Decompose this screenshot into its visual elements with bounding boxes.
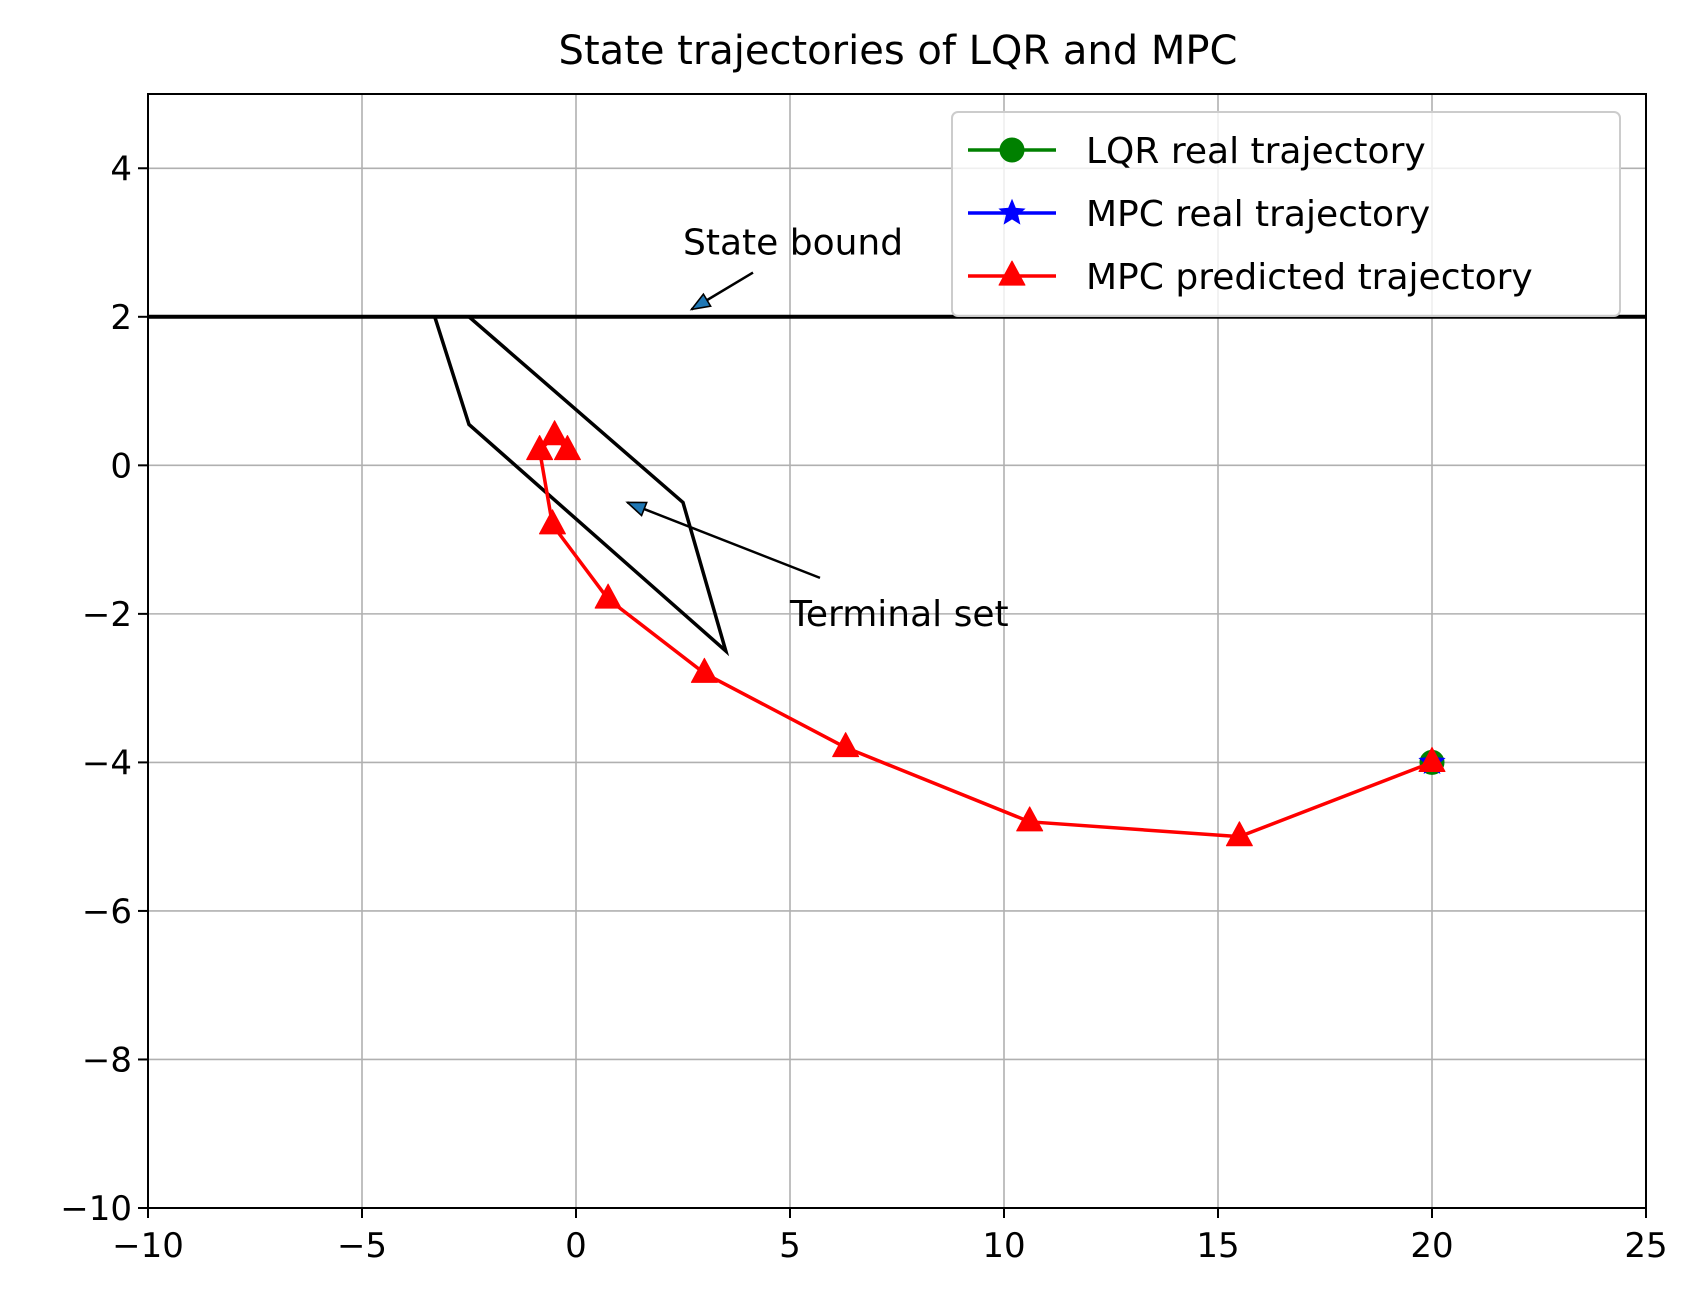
terminal-set-label: Terminal set <box>789 594 1009 635</box>
legend-marker <box>998 198 1026 225</box>
state-bound-arrow-head <box>689 292 712 311</box>
terminal-set-layer <box>433 315 730 657</box>
data-point <box>538 509 566 535</box>
series-layer <box>526 420 1446 847</box>
x-tick-label: 5 <box>779 1226 801 1266</box>
terminal-set-arrow-head <box>625 501 648 517</box>
terminal-set-polygon <box>433 315 730 657</box>
y-tick-label: 0 <box>110 446 132 486</box>
x-tick-label: 0 <box>565 1226 587 1266</box>
x-tick-label: 10 <box>982 1226 1025 1266</box>
legend-label: MPC real trajectory <box>1086 194 1430 235</box>
y-tick-label: −8 <box>82 1040 132 1080</box>
chart-title: State trajectories of LQR and MPC <box>559 28 1238 74</box>
x-tick-label: −5 <box>337 1226 387 1266</box>
y-tick-label: 4 <box>110 149 132 189</box>
data-point <box>832 732 860 758</box>
series-2 <box>526 420 1446 847</box>
annotations-layer: State bound Terminal set <box>625 223 1009 635</box>
data-point <box>541 420 569 446</box>
y-tick-label: −4 <box>82 743 132 783</box>
data-point <box>594 583 622 609</box>
x-tick-label: 25 <box>1624 1226 1667 1266</box>
y-tick-label: −6 <box>82 892 132 932</box>
plot-frame <box>147 93 1647 1209</box>
data-point <box>1418 746 1446 772</box>
x-tick-label: −10 <box>112 1226 184 1266</box>
x-tick-label: 15 <box>1196 1226 1239 1266</box>
data-point <box>1016 806 1044 832</box>
legend-box <box>951 111 1621 317</box>
axis-ticks: −10 −5 0 5 10 15 20 25 −10 −8 −6 −4 −2 0 2 4 <box>60 149 1667 1266</box>
data-point <box>1225 821 1253 847</box>
data-point <box>690 657 718 683</box>
x-tick-label: 20 <box>1410 1226 1453 1266</box>
y-tick-label: 2 <box>110 298 132 338</box>
data-point <box>553 435 581 461</box>
y-tick-label: −10 <box>60 1189 132 1229</box>
legend-label: MPC predicted trajectory <box>1086 257 1533 298</box>
legend-marker <box>998 260 1026 286</box>
legend: LQR real trajectory MPC real trajectory MP… <box>951 111 1621 317</box>
data-point <box>526 435 554 461</box>
legend-label: LQR real trajectory <box>1086 131 1426 172</box>
y-tick-label: −2 <box>82 595 132 635</box>
terminal-set-arrow-line <box>626 501 821 580</box>
state-bound-label: State bound <box>683 223 903 264</box>
legend-marker <box>999 137 1025 163</box>
